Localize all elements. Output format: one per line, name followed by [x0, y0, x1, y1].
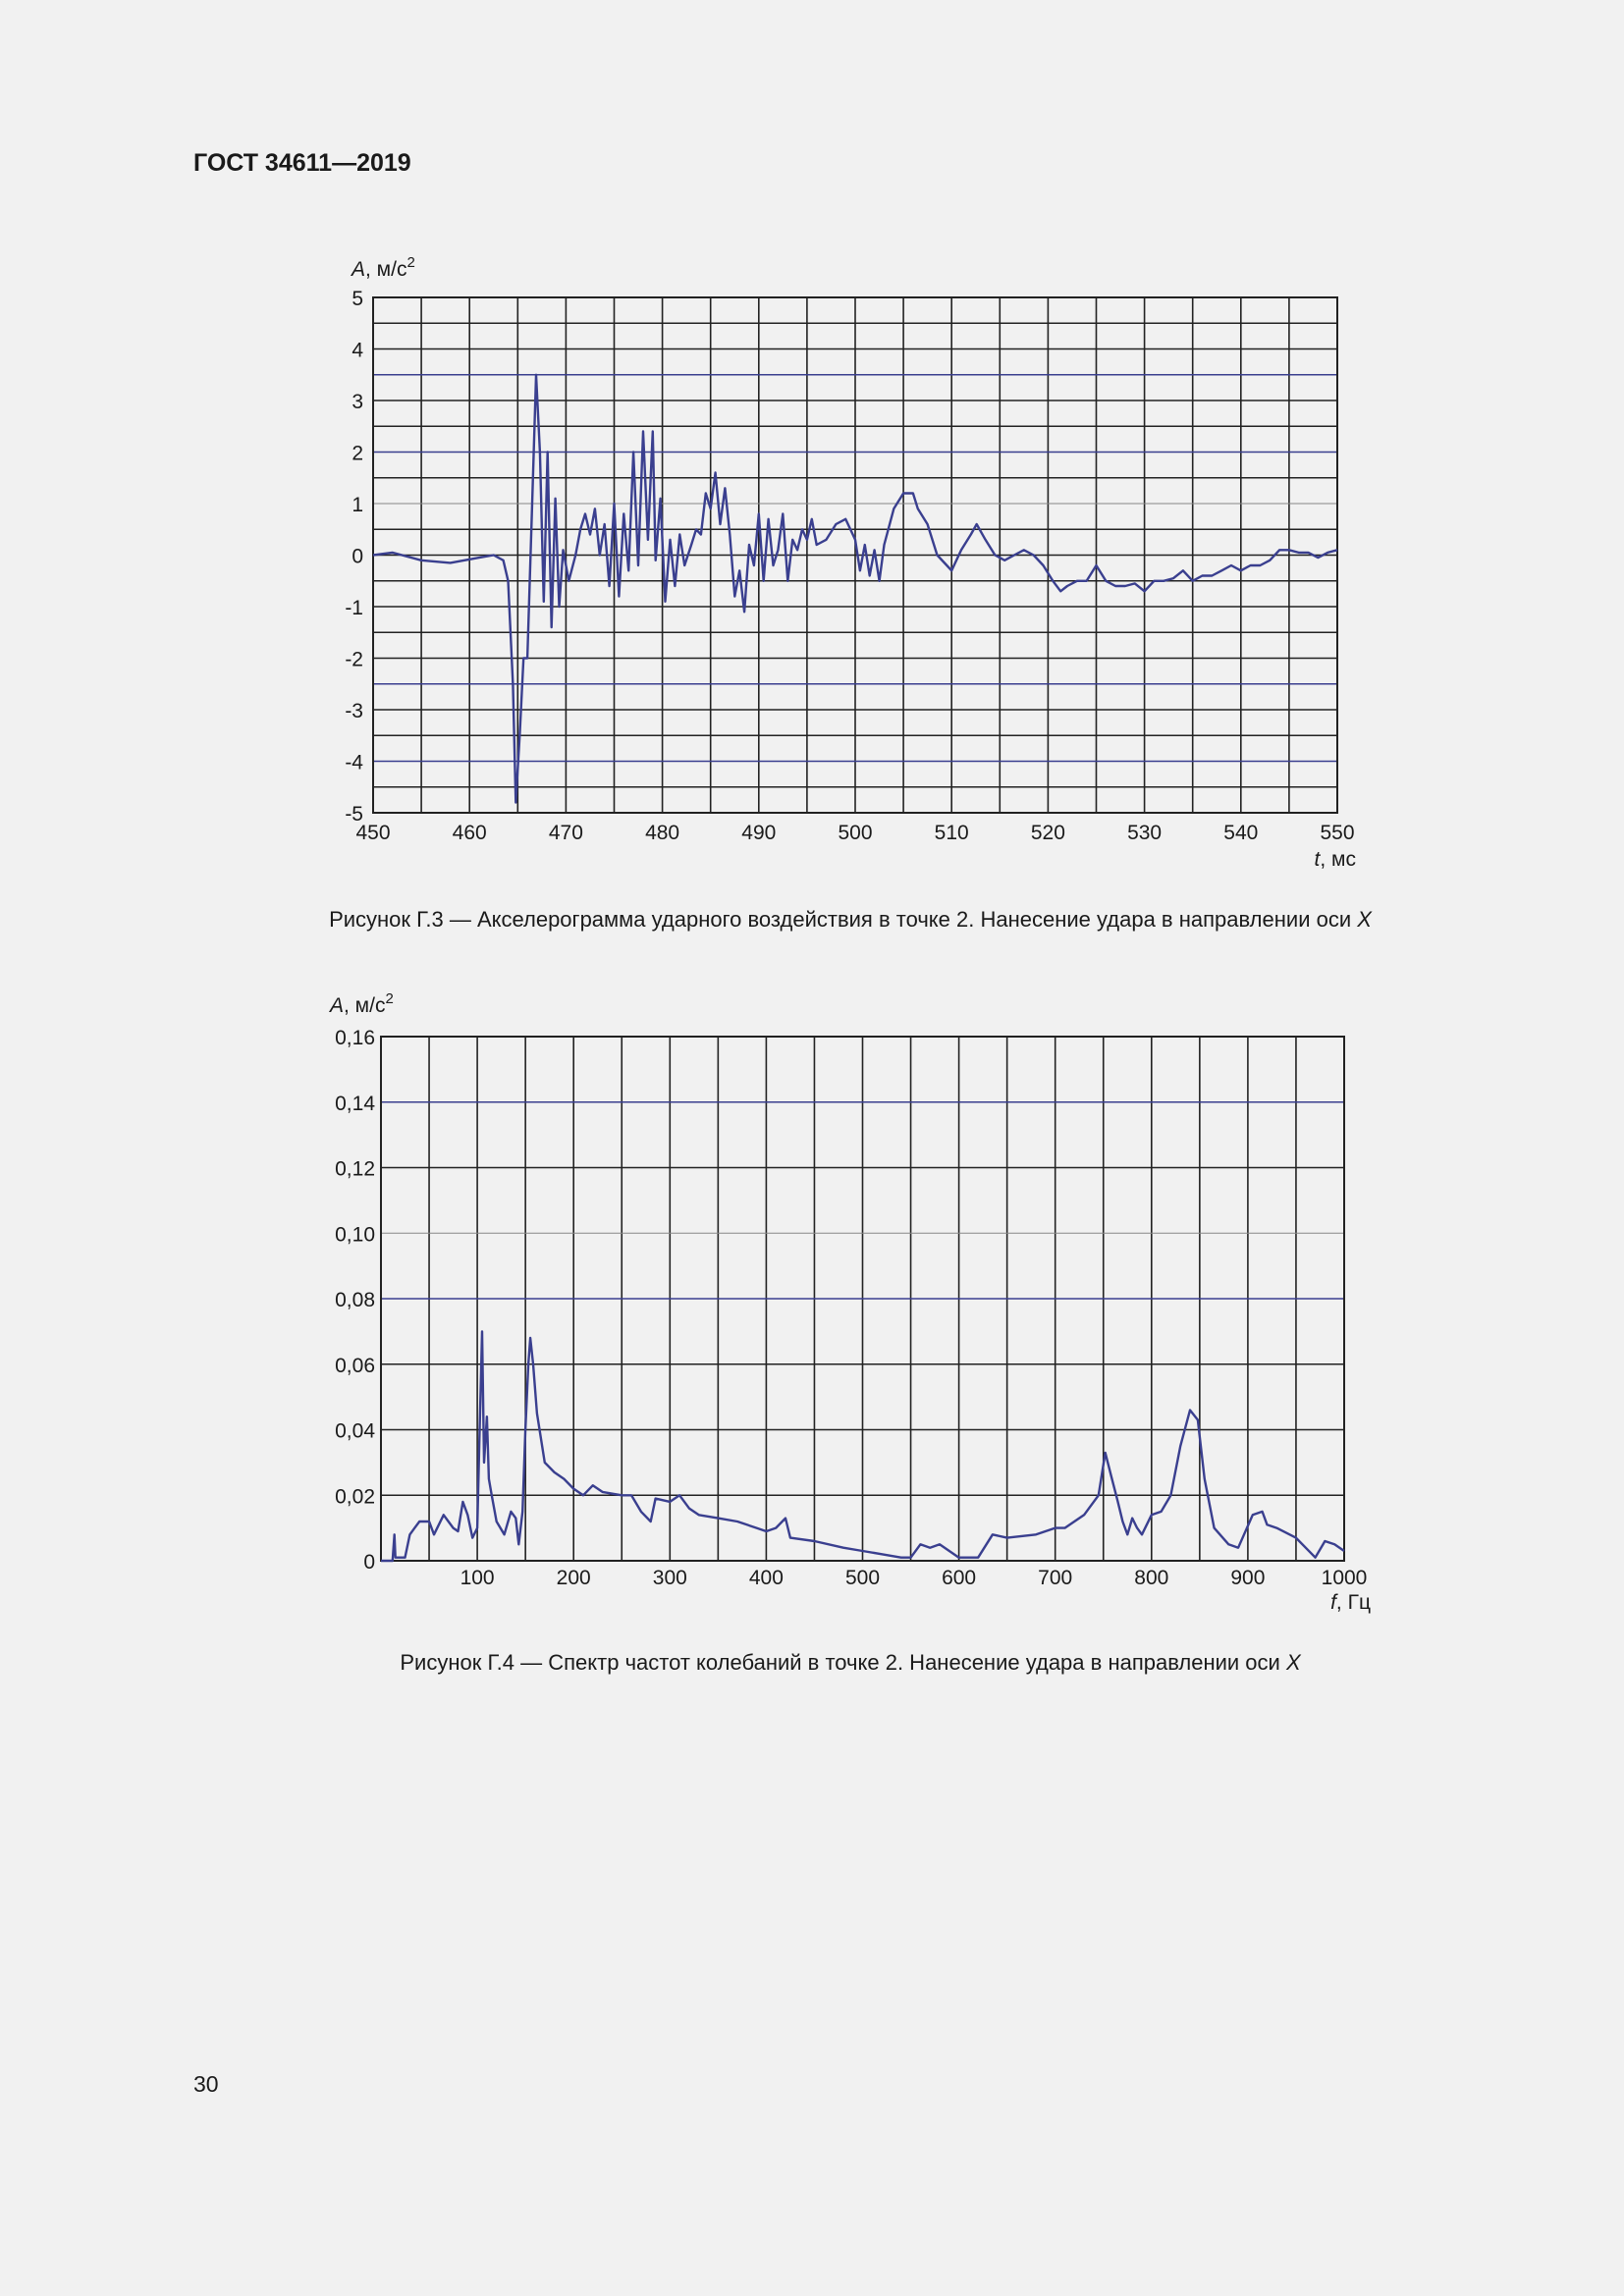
x-tick-label: 300	[653, 1567, 687, 1589]
x-tick-label: 520	[1031, 822, 1065, 844]
plot-frame	[380, 1036, 1345, 1562]
data-series-line	[372, 373, 1338, 804]
page-number: 30	[193, 2071, 219, 2097]
x-tick-label: 500	[845, 1567, 880, 1589]
caption-text: Рисунок Г.3 — Акселерограмма ударного во…	[329, 907, 1358, 932]
x-tick-label: 450	[355, 822, 390, 844]
x-tick-label: 470	[549, 822, 583, 844]
y-tick-label: 0	[363, 1551, 375, 1574]
y-tick-label: 0,14	[335, 1093, 375, 1115]
x-axis-label: f, Гц	[1330, 1591, 1371, 1614]
chart-1: -5 -4 -3 -2 -1 0 1 2 3 4 5 450 460 470 480 490 500 510 520…	[345, 254, 1356, 871]
document-header: ГОСТ 34611—2019	[193, 149, 411, 177]
x-tick-label: 400	[749, 1567, 784, 1589]
y-tick-label: 0	[352, 546, 363, 568]
y-tick-label: 0,08	[335, 1289, 375, 1311]
x-tick-label: 900	[1230, 1567, 1265, 1589]
x-tick-label: 200	[557, 1567, 591, 1589]
y-tick-label: 0,04	[335, 1420, 375, 1443]
y-tick-label: 0,06	[335, 1355, 375, 1377]
caption-axis: X	[1357, 907, 1372, 932]
y-tick-label: -5	[345, 803, 363, 826]
y-tick-label: 3	[352, 391, 363, 413]
figure-caption-g3: Рисунок Г.3 — Акселерограмма ударного во…	[0, 907, 1624, 933]
y-tick-label: -4	[345, 752, 363, 774]
x-tick-label: 800	[1134, 1567, 1168, 1589]
x-tick-label: 1000	[1322, 1567, 1368, 1589]
x-tick-label: 460	[453, 822, 487, 844]
x-tick-label: 530	[1127, 822, 1162, 844]
y-axis-label: A, м/с2	[350, 254, 415, 281]
data-series-line	[381, 1330, 1345, 1563]
x-tick-label: 480	[645, 822, 679, 844]
y-tick-label: -1	[345, 597, 363, 619]
y-tick-label: 0,02	[335, 1485, 375, 1508]
y-tick-label: -3	[345, 700, 363, 722]
y-tick-label: -2	[345, 649, 363, 671]
x-tick-label: 510	[935, 822, 969, 844]
x-tick-label: 540	[1223, 822, 1258, 844]
y-tick-label: 2	[352, 443, 363, 465]
figure-caption-g4: Рисунок Г.4 — Спектр частот колебаний в …	[0, 1650, 1624, 1676]
y-tick-label: 0,10	[335, 1223, 375, 1246]
x-tick-label: 490	[741, 822, 776, 844]
y-tick-label: 1	[352, 494, 363, 516]
y-tick-label: 0,16	[335, 1027, 375, 1049]
x-tick-label: 600	[942, 1567, 976, 1589]
x-axis-label: t, мс	[1315, 848, 1356, 871]
x-tick-label: 550	[1320, 822, 1354, 844]
chart-2: 0 0,02 0,04 0,06 0,08 0,10 0,12 0,14 0,16 100 200 3…	[328, 990, 1371, 1614]
x-tick-label: 700	[1038, 1567, 1072, 1589]
caption-text: Рисунок Г.4 — Спектр частот колебаний в …	[400, 1650, 1286, 1675]
x-tick-label: 500	[838, 822, 872, 844]
y-tick-label: 5	[352, 288, 363, 310]
caption-axis: X	[1285, 1650, 1301, 1675]
y-tick-label: 0,12	[335, 1158, 375, 1181]
x-tick-label: 100	[460, 1567, 495, 1589]
y-axis-label: A, м/с2	[328, 990, 394, 1017]
y-tick-label: 4	[352, 340, 363, 362]
